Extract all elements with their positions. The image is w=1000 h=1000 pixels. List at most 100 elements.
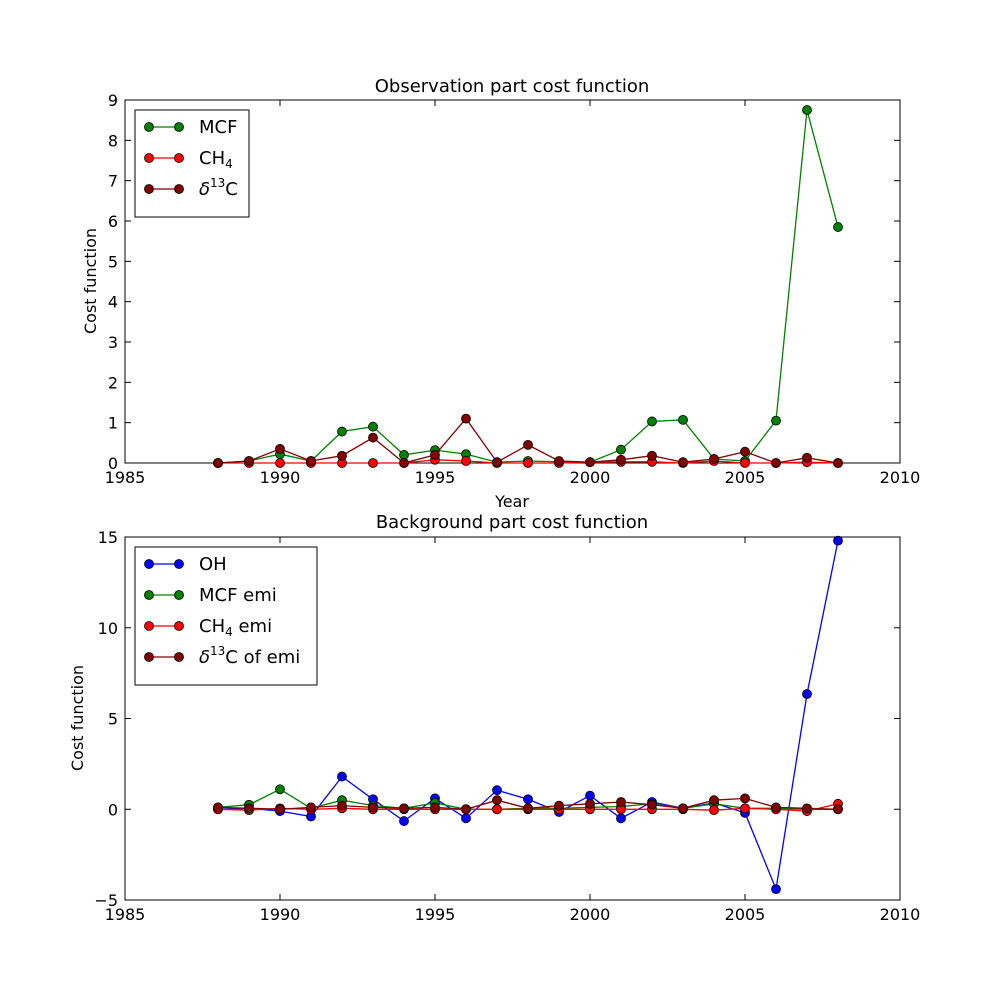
data-point [399,450,409,460]
x-axis-label: Year [494,492,529,511]
x-tick-label: 1985 [105,468,146,487]
data-point [368,432,378,443]
data-point [833,222,843,232]
data-point [554,800,564,811]
legend-marker [144,559,154,569]
chart-title: Background part cost function [376,512,648,533]
chart-observation: Observation part cost function Year Cost… [81,76,920,511]
data-point [430,802,440,813]
legend-label: MCF emi [199,585,277,606]
y-axis-label: Cost function [68,665,87,771]
data-point [337,450,347,461]
y-tick-label: 8 [108,131,118,150]
x-tick-label: 2000 [570,905,611,924]
x-tick-label: 2005 [725,468,766,487]
data-point [740,803,750,814]
x-tick-label: 1990 [260,905,301,924]
data-point [337,426,347,437]
data-point [740,446,750,457]
y-tick-label: −5 [94,891,118,910]
data-point [492,804,502,815]
data-point [585,790,595,801]
data-point [368,421,378,432]
legend: MCF CH4 δ13C [134,109,250,218]
legend-marker [174,621,184,631]
data-point [523,794,533,805]
data-point [213,458,223,468]
data-point [678,414,688,425]
legend-marker [174,590,184,600]
axes-frame [124,99,901,464]
data-point [244,803,254,814]
plot-area: 1985 1990 1995 2000 2005 2010 0 1 2 3 4 5 6 7 8 9 MCF CH4… [105,91,921,487]
data-point [275,784,285,795]
legend: OH MCF emi CH4 emi δ13C of emi [134,546,318,686]
y-tick-label: 0 [108,454,118,473]
legend-marker [144,621,154,631]
legend-label: OH [199,554,227,575]
data-point [740,458,750,468]
data-point [275,458,285,468]
legend-marker [144,590,154,600]
data-point [678,803,688,814]
data-point [399,803,409,814]
x-tick-label: 1995 [415,468,456,487]
y-tick-label: 6 [108,212,118,231]
data-point [833,458,843,468]
data-point [337,771,347,782]
chart-title: Observation part cost function [375,76,650,97]
data-point [771,415,781,426]
chart-background: Background part cost function Cost funct… [68,512,920,924]
legend-label: δ13C [199,176,238,200]
legend-marker [174,559,184,569]
data-point [306,456,316,466]
data-point [771,884,781,895]
y-tick-label: 9 [108,91,118,110]
data-point [244,456,254,466]
data-point [213,802,223,813]
y-tick-label: 0 [108,800,118,819]
legend-marker [174,122,184,132]
data-point [709,454,719,464]
legend-marker [144,652,154,662]
data-point [492,785,502,796]
x-tick-label: 2010 [880,905,921,924]
y-tick-label: 7 [108,172,118,191]
legend-marker [174,184,184,194]
data-point [523,439,533,450]
y-tick-label: 5 [108,252,118,271]
y-tick-label: 5 [108,710,118,729]
data-point [585,457,595,468]
data-point [709,795,719,806]
data-point [275,804,285,815]
data-point [616,797,626,807]
y-axis-label: Cost function [81,228,100,334]
x-tick-label: 2000 [570,468,611,487]
data-point [647,416,657,427]
y-tick-label: 10 [98,619,118,638]
legend-box [134,109,250,218]
data-point [833,535,843,546]
data-point [275,443,285,454]
data-point [771,458,781,468]
data-point [802,105,812,115]
data-point [616,444,626,455]
data-point [802,452,812,463]
x-tick-label: 2005 [725,905,766,924]
data-point [647,450,657,461]
x-tick-label: 1985 [105,905,146,924]
data-point [461,456,471,466]
legend-marker [174,153,184,163]
y-tick-label: 2 [108,373,118,392]
data-point [461,813,471,824]
plot-area: 1985 1990 1995 2000 2005 2010 −5 0 5 10 15 OH MCF em… [94,528,920,924]
data-point [337,800,347,811]
data-point [461,804,471,815]
data-point [368,458,378,468]
legend-label: CH4 emi [199,616,272,639]
data-point [492,795,502,806]
data-point [523,803,533,814]
data-point [771,802,781,813]
y-tick-label: 4 [108,293,118,312]
